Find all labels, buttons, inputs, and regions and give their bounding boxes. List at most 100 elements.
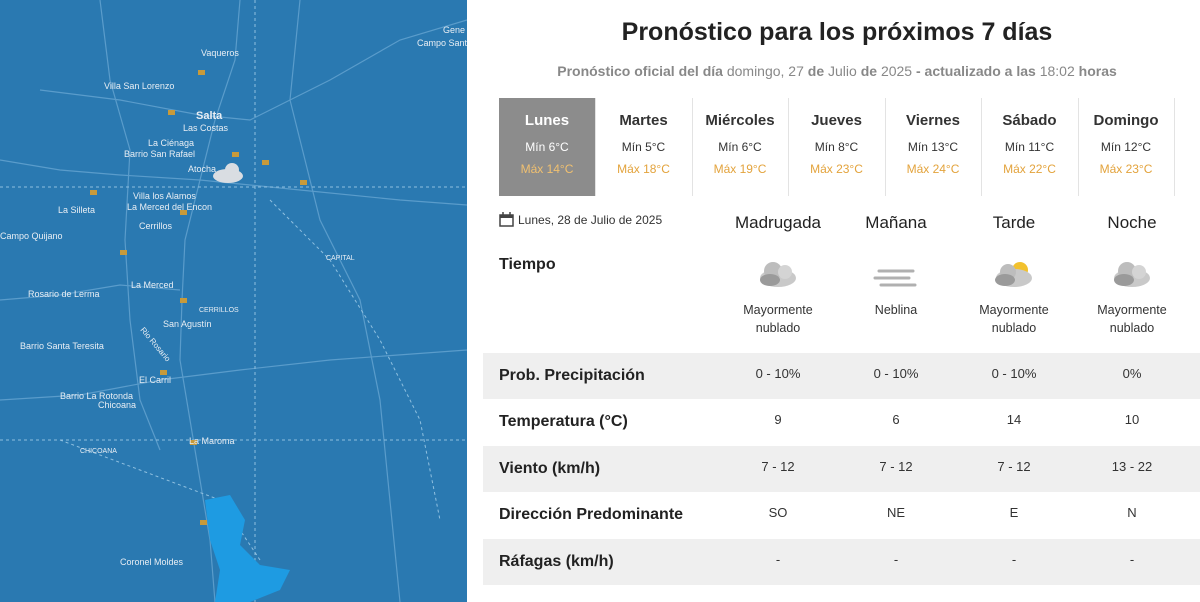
map-label: Campo Santo: [417, 38, 467, 48]
day-min: Mín 8°C: [814, 140, 859, 154]
day-max: Máx 14°C: [520, 162, 574, 176]
cloudy-icon: [760, 262, 796, 287]
cell-value: 0 - 10%: [873, 366, 919, 381]
day-min: Mín 6°C: [525, 140, 569, 154]
map-label: Barrio San Rafael: [124, 149, 195, 159]
subtitle-part: 18:02: [1039, 63, 1075, 79]
period-header: Madrugada: [734, 213, 821, 232]
cell-value: 0 - 10%: [755, 366, 801, 381]
map-label: CAPITAL: [326, 255, 355, 262]
day-min: Mín 13°C: [907, 140, 959, 154]
subtitle-part: de: [807, 63, 825, 79]
day-max: Máx 18°C: [617, 162, 670, 176]
cell-value: 7 - 12: [761, 458, 795, 474]
day-name: Jueves: [811, 112, 862, 129]
cell-value: SO: [768, 505, 788, 521]
row-label: Viento (km/h): [499, 459, 601, 477]
row-label: Prob. Precipitación: [499, 367, 645, 384]
map-label: Salta: [196, 110, 223, 122]
weather-desc: Mayormente nublado: [1097, 303, 1167, 335]
day-name: Sábado: [1002, 112, 1057, 129]
day-tab[interactable]: Martes Mín 5°C Máx 18°C: [596, 98, 693, 196]
map-label: Campo Quijano: [0, 231, 63, 241]
day-tab[interactable]: Jueves Mín 8°C Máx 23°C: [789, 98, 886, 196]
day-tab[interactable]: Sábado Mín 11°C Máx 22°C: [982, 98, 1079, 196]
cell-value: E: [1009, 505, 1019, 521]
day-max: Máx 23°C: [1099, 162, 1153, 176]
map-roads: [0, 0, 467, 602]
day-min: Mín 5°C: [621, 140, 666, 154]
map-label: Rosario de Lerma: [28, 289, 100, 299]
row-band: [483, 353, 1200, 399]
day-max: Máx 19°C: [713, 162, 767, 176]
cloudy-icon: [1114, 262, 1150, 287]
map-label: CHICOANA: [80, 448, 117, 455]
row-band: [483, 538, 1200, 585]
map-label: Las Costas: [183, 123, 229, 133]
day-max: Máx 23°C: [810, 162, 863, 176]
cell-value: 10: [1124, 412, 1140, 428]
map-cloud: [213, 163, 243, 183]
map-label: Barrio La Rotonda: [60, 391, 133, 401]
day-tab[interactable]: Domingo Mín 12°C Máx 23°C: [1078, 98, 1175, 196]
day-min: Mín 11°C: [1004, 140, 1055, 154]
fog-icon: [873, 269, 917, 287]
cell-value: NE: [886, 505, 906, 521]
day-max: Máx 24°C: [906, 162, 960, 176]
map-label: La Merced del Encon: [127, 202, 212, 212]
subtitle-part: 2025: [880, 63, 913, 79]
cell-value: 9: [774, 412, 782, 428]
day-tab[interactable]: Lunes Mín 6°C Máx 14°C: [499, 98, 596, 196]
cell-value: 0 - 10%: [991, 366, 1037, 381]
row-band: [483, 445, 1200, 492]
period-header: Tarde: [992, 213, 1036, 232]
day-min: Mín 12°C: [1100, 140, 1152, 154]
cell-value: -: [1129, 551, 1135, 567]
period-header: Noche: [1107, 213, 1157, 232]
subtitle-part: - actualizado a las: [915, 63, 1036, 79]
map-label: Cerrillos: [139, 221, 173, 231]
cell-value: 7 - 12: [879, 458, 913, 474]
weather-desc: Neblina: [874, 303, 918, 317]
map-label: Coronel Moldes: [120, 557, 184, 567]
day-name: Lunes: [524, 112, 570, 129]
cell-value: 13 - 22: [1111, 458, 1153, 474]
map-label: Villa los Alamos: [133, 191, 196, 201]
row-label: Dirección Predominante: [499, 506, 684, 524]
map-label: Villa San Lorenzo: [104, 81, 174, 91]
subtitle-part: Pronóstico oficial del día: [557, 63, 723, 79]
map-label: La Merced: [131, 280, 174, 290]
partly-cloudy-icon: [995, 262, 1032, 287]
day-name: Martes: [619, 112, 668, 129]
row-band: [483, 492, 1200, 539]
day-tab[interactable]: Miércoles Mín 6°C Máx 19°C: [692, 98, 789, 196]
day-min: Mín 6°C: [718, 140, 762, 154]
map-label: Barrio Santa Teresita: [20, 341, 104, 351]
map-label: CERRILLOS: [199, 307, 239, 314]
weather-desc: Mayormente nublado: [743, 303, 813, 335]
map-label: Atocha: [188, 164, 216, 174]
forecast-panel: Pronóstico para los próximos 7 días Pron…: [467, 0, 1200, 602]
cell-value: N: [1127, 505, 1137, 521]
cell-value: 0%: [1122, 366, 1142, 381]
row-label: Tiempo: [499, 256, 556, 273]
subtitle-part: Julio: [828, 63, 857, 79]
map-label: Chicoana: [98, 400, 136, 410]
day-tab[interactable]: Viernes Mín 13°C Máx 24°C: [885, 98, 982, 196]
map: Gene Campo Santo Vaqueros Villa San Lore…: [0, 0, 467, 602]
day-name: Domingo: [1093, 112, 1159, 129]
map-label: San Agustín: [163, 319, 212, 329]
day-max: Máx 22°C: [1003, 162, 1056, 176]
row-label: Temperatura (°C): [499, 413, 628, 431]
road-markers: [90, 70, 307, 525]
lake: [205, 495, 290, 602]
map-label: Vaqueros: [201, 48, 239, 58]
cell-value: -: [775, 551, 781, 567]
cell-value: -: [1011, 551, 1017, 567]
period-header: Mañana: [865, 213, 927, 232]
calendar-icon: [499, 212, 514, 227]
cell-value: -: [893, 551, 899, 567]
weather-icons: [760, 262, 1150, 287]
day-name: Miércoles: [705, 112, 775, 129]
